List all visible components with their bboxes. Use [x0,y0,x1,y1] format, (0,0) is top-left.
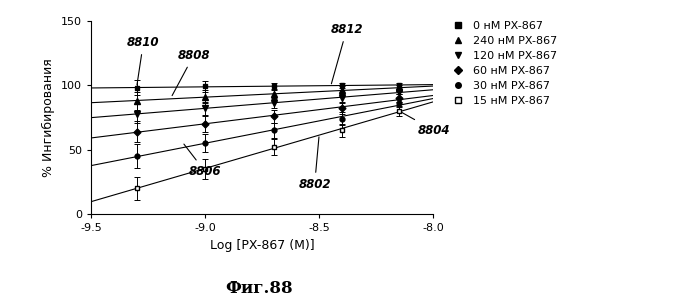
60 нМ PX-867 [201,122,209,126]
Text: 8804: 8804 [401,112,450,137]
Text: Фиг.88: Фиг.88 [225,280,292,293]
240 нМ PX-867 [132,99,140,102]
0 нМ PX-867 [269,85,278,88]
Text: 8812: 8812 [331,23,363,84]
0 нМ PX-867 [338,84,346,87]
60 нМ PX-867 [132,130,140,133]
60 нМ PX-867 [269,114,278,118]
Legend: 0 нМ PX-867, 240 нМ PX-867, 120 нМ PX-867, 60 нМ PX-867, 30 нМ PX-867, 15 нМ PX-: 0 нМ PX-867, 240 нМ PX-867, 120 нМ PX-86… [442,17,562,110]
30 нМ PX-867 [395,101,403,105]
120 нМ PX-867 [395,90,403,93]
60 нМ PX-867 [338,107,346,110]
30 нМ PX-867 [269,129,278,132]
30 нМ PX-867 [201,142,209,145]
0 нМ PX-867 [132,86,140,89]
Text: 8802: 8802 [298,137,331,191]
Line: 0 нМ PX-867: 0 нМ PX-867 [134,83,401,90]
60 нМ PX-867 [395,96,403,100]
240 нМ PX-867 [269,92,278,96]
Line: 60 нМ PX-867: 60 нМ PX-867 [134,96,401,134]
120 нМ PX-867 [269,101,278,105]
240 нМ PX-867 [338,88,346,92]
15 нМ PX-867 [338,129,346,132]
120 нМ PX-867 [338,96,346,100]
30 нМ PX-867 [338,117,346,120]
15 нМ PX-867 [132,187,140,190]
15 нМ PX-867 [201,167,209,171]
Line: 120 нМ PX-867: 120 нМ PX-867 [134,88,402,117]
Line: 30 нМ PX-867: 30 нМ PX-867 [134,101,401,159]
15 нМ PX-867 [395,109,403,113]
Text: 8810: 8810 [127,36,159,85]
15 нМ PX-867 [269,145,278,149]
240 нМ PX-867 [201,95,209,98]
Line: 240 нМ PX-867: 240 нМ PX-867 [134,85,402,104]
120 нМ PX-867 [132,112,140,115]
240 нМ PX-867 [395,86,403,89]
X-axis label: Log [PX-867 (M)]: Log [PX-867 (M)] [210,239,315,252]
Line: 15 нМ PX-867: 15 нМ PX-867 [134,108,401,191]
0 нМ PX-867 [395,84,403,87]
Text: 8808: 8808 [172,49,210,96]
Y-axis label: % Ингибирования: % Ингибирования [42,58,55,177]
120 нМ PX-867 [201,107,209,110]
0 нМ PX-867 [201,85,209,88]
Text: 8806: 8806 [184,144,222,178]
30 нМ PX-867 [132,154,140,158]
